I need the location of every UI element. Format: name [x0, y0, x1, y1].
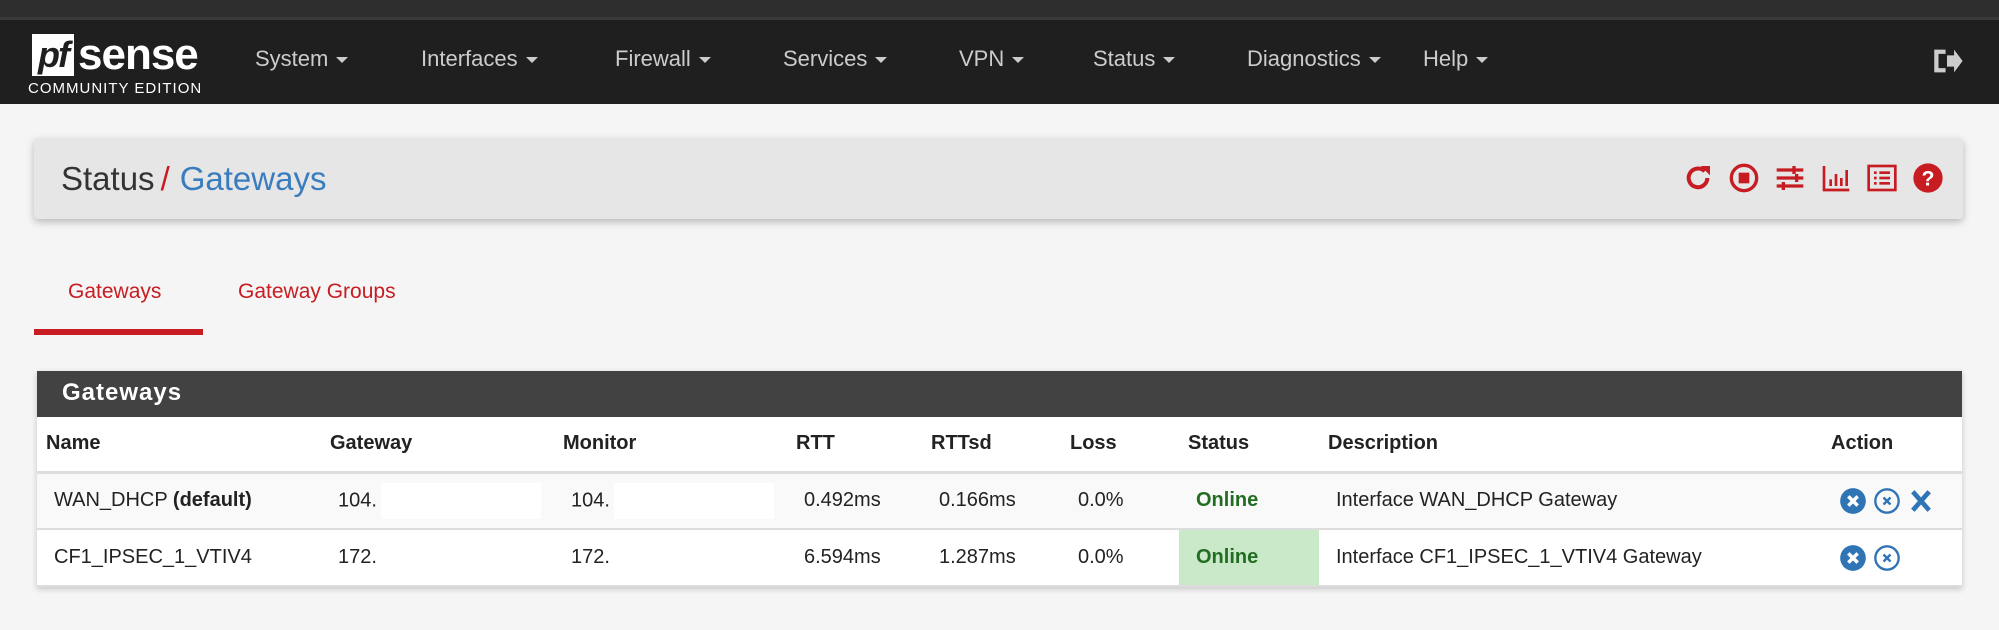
table-row: CF1_IPSEC_1_VTIV4 172. 172. 6.594ms 1.28… — [37, 529, 1962, 587]
loss: 0.0% — [1061, 472, 1179, 530]
list-icon[interactable] — [1866, 162, 1898, 194]
name-text: CF1_IPSEC_1_VTIV4 — [54, 546, 252, 568]
nav-status[interactable]: Status — [1093, 46, 1176, 72]
kill-states-icon[interactable] — [1839, 487, 1867, 515]
col-monitor: Monitor — [554, 417, 787, 474]
tab-gateway-groups[interactable]: Gateway Groups — [238, 280, 396, 303]
breadcrumb-separator: / — [160, 160, 170, 197]
caret-down-icon — [1476, 57, 1489, 64]
caret-down-icon — [698, 57, 711, 64]
col-loss: Loss — [1061, 417, 1179, 474]
redaction — [380, 482, 541, 519]
nav-system[interactable]: System — [255, 46, 349, 72]
kill-states-icon[interactable] — [1839, 544, 1867, 572]
nav-help[interactable]: Help — [1423, 46, 1489, 72]
status-badge: Online — [1179, 472, 1319, 530]
reset-icon[interactable] — [1873, 487, 1901, 515]
caret-down-icon — [525, 57, 538, 64]
rtt: 0.492ms — [787, 472, 922, 530]
rtt: 6.594ms — [787, 529, 922, 587]
nav-interfaces[interactable]: Interfaces — [421, 46, 538, 72]
nav-label: Help — [1423, 46, 1469, 71]
nav-label: Services — [783, 46, 868, 71]
gateways-table: Name Gateway Monitor RTT RTTsd Loss Stat… — [37, 417, 1962, 587]
nav-label: Status — [1093, 46, 1156, 71]
name-text: WAN_DHCP — [54, 489, 168, 512]
status-badge: Online — [1179, 529, 1319, 587]
tab-gateways[interactable]: Gateways — [68, 280, 162, 303]
nav-label: VPN — [959, 46, 1005, 71]
stop-circle-icon[interactable] — [1728, 162, 1760, 194]
actions — [1822, 472, 1962, 530]
gateway-address: 104. — [321, 472, 554, 530]
refresh-icon[interactable] — [1682, 162, 1714, 194]
gateway-text: 104. — [338, 489, 377, 512]
gateways-panel: Gateways Name Gateway Monitor RTT RTTsd … — [37, 371, 1962, 587]
nav-label: Firewall — [615, 46, 691, 71]
monitor-text: 104. — [571, 489, 610, 512]
table-header: Name Gateway Monitor RTT RTTsd Loss Stat… — [37, 417, 1962, 474]
loss: 0.0% — [1061, 529, 1179, 587]
breadcrumb-bar: Status / Gateways ? — [34, 138, 1963, 219]
breadcrumb-parent[interactable]: Status — [61, 160, 155, 197]
browser-top-strip — [0, 0, 1999, 20]
col-status: Status — [1179, 417, 1319, 474]
description: Interface WAN_DHCP Gateway — [1319, 472, 1822, 530]
gateway-address: 172. — [321, 529, 554, 587]
col-name: Name — [37, 417, 321, 474]
monitor-text: 172. — [571, 546, 610, 568]
logo-pf: pf — [32, 34, 74, 76]
col-gateway: Gateway — [321, 417, 554, 474]
caret-down-icon — [1012, 57, 1025, 64]
caret-down-icon — [336, 57, 349, 64]
pfsense-logo[interactable]: pf sense COMMUNITY EDITION — [28, 30, 208, 97]
logo-sense: sense — [78, 30, 199, 79]
caret-down-icon — [875, 57, 888, 64]
breadcrumb: Status / Gateways — [61, 160, 326, 198]
col-rttsd: RTTsd — [922, 417, 1061, 474]
default-label: (default) — [172, 489, 252, 512]
breadcrumb-current[interactable]: Gateways — [179, 160, 327, 197]
col-action: Action — [1822, 417, 1962, 474]
rttsd: 0.166ms — [922, 472, 1061, 530]
panel-heading: Gateways — [37, 371, 1962, 417]
bar-chart-icon[interactable] — [1820, 162, 1852, 194]
nav-label: Interfaces — [421, 46, 518, 71]
caret-down-icon — [1163, 57, 1176, 64]
gateway-name: WAN_DHCP (default) — [37, 472, 321, 530]
rttsd: 1.287ms — [922, 529, 1061, 587]
svg-text:?: ? — [1921, 166, 1934, 190]
monitor-address: 104. — [554, 472, 787, 530]
table-row: WAN_DHCP (default) 104. 104. 0.492ms 0.1… — [37, 472, 1962, 530]
header-icons: ? — [1682, 160, 1944, 196]
nav-label: Diagnostics — [1247, 46, 1361, 71]
description: Interface CF1_IPSEC_1_VTIV4 Gateway — [1319, 529, 1822, 587]
active-tab-indicator — [34, 329, 203, 335]
col-description: Description — [1319, 417, 1822, 474]
nav-services[interactable]: Services — [783, 46, 888, 72]
gateway-text: 172. — [338, 546, 377, 568]
nav-label: System — [255, 46, 329, 71]
col-rtt: RTT — [787, 417, 922, 474]
actions — [1822, 529, 1962, 587]
delete-icon[interactable] — [1907, 487, 1935, 515]
gateway-name: CF1_IPSEC_1_VTIV4 — [37, 529, 321, 587]
caret-down-icon — [1368, 57, 1381, 64]
help-icon[interactable]: ? — [1912, 162, 1944, 194]
logo-edition: COMMUNITY EDITION — [28, 80, 203, 97]
reset-icon[interactable] — [1873, 544, 1901, 572]
sliders-icon[interactable] — [1774, 162, 1806, 194]
logout-icon[interactable] — [1930, 44, 1964, 78]
nav-vpn[interactable]: VPN — [959, 46, 1025, 72]
navbar: pf sense COMMUNITY EDITION System Interf… — [0, 20, 1999, 104]
nav-firewall[interactable]: Firewall — [615, 46, 711, 72]
nav-diagnostics[interactable]: Diagnostics — [1247, 46, 1381, 72]
redaction — [613, 482, 774, 519]
monitor-address: 172. — [554, 529, 787, 587]
